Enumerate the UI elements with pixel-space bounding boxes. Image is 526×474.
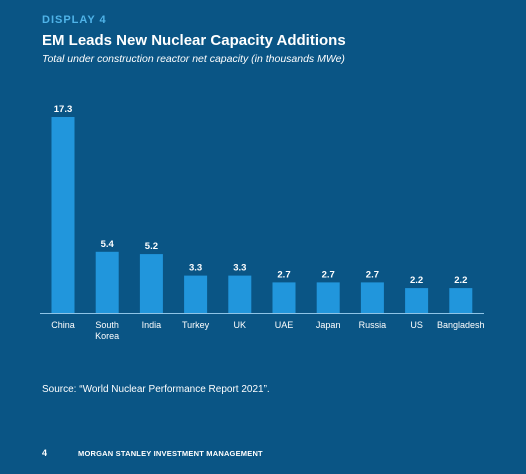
category-label-9: Bangladesh [437,320,485,330]
data-label-4: 3.3 [233,263,246,274]
category-label-5: UAE [275,320,294,330]
bar-chart: 17.3 China 5.4 South Korea 5.2 India 3.3 Turkey 3… [40,104,485,341]
category-label-3: Turkey [182,320,210,330]
bar-2 [139,254,163,313]
category-label-7: Russia [359,320,387,330]
category-label-6: Japan [316,320,341,330]
data-label-8: 2.2 [410,275,423,286]
page-number: 4 [42,448,48,458]
data-label-2: 5.2 [145,241,158,252]
category-label-4: UK [234,320,247,330]
bar-6 [316,282,340,313]
bar-0 [51,117,75,313]
footer-brand: MORGAN STANLEY INVESTMENT MANAGEMENT [78,449,263,458]
data-label-7: 2.7 [366,269,379,280]
bar-5 [272,282,296,313]
source-note: Source: “World Nuclear Performance Repor… [42,384,270,395]
data-label-9: 2.2 [454,275,467,286]
chart-subtitle: Total under construction reactor net cap… [42,53,345,65]
data-label-5: 2.7 [277,269,290,280]
category-label-2: India [142,320,162,330]
data-label-1: 5.4 [101,239,115,250]
bar-7 [360,282,384,313]
data-label-0: 17.3 [54,104,73,115]
data-label-3: 3.3 [189,263,202,274]
category-label-1: South Korea [95,320,119,341]
bar-3 [184,275,208,313]
chart-title: EM Leads New Nuclear Capacity Additions [42,32,346,49]
category-label-8: US [410,320,423,330]
data-label-6: 2.7 [322,269,335,280]
category-label-0: China [51,320,75,330]
bar-8 [405,288,429,313]
display-number: DISPLAY 4 [42,14,107,26]
bar-9 [449,288,473,313]
bar-4 [228,275,252,313]
bar-1 [95,251,119,313]
